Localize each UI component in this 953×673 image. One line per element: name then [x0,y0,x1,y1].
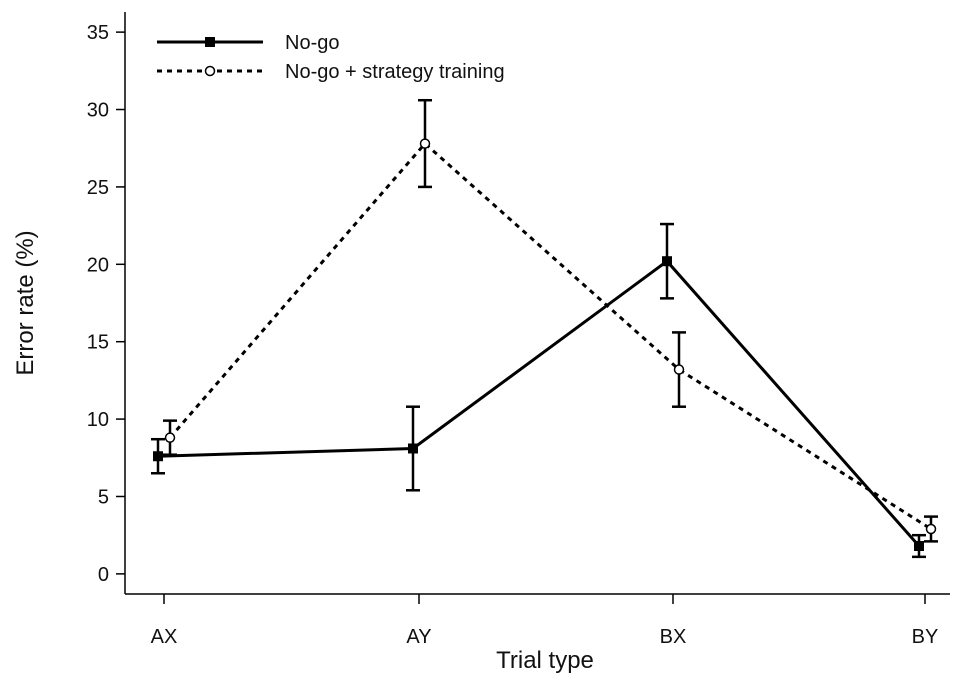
legend-marker-circle [204,65,216,77]
data-point-circle [164,432,176,443]
data-point-circle [419,138,431,149]
legend-label: No-go + strategy training [285,61,505,83]
data-point-circle [925,523,937,535]
data-point-square [153,451,163,462]
data-point-square [914,541,924,552]
data-point-square [408,443,418,454]
legend-item: No-go + strategy training [157,61,505,83]
x-tick-label: AX [151,626,178,648]
y-tick-label: 25 [87,177,109,199]
y-ticks: 0 5 10 15 20 25 30 35 [87,22,125,586]
x-tick-label: BY [912,626,939,648]
y-tick-label: 20 [87,254,109,276]
data-point-square [662,256,672,267]
axes [124,12,950,595]
x-tick-label: AY [406,626,431,648]
y-tick-label: 10 [87,409,109,431]
y-tick-label: 35 [87,22,109,44]
series [151,98,938,559]
series-1 [151,222,926,559]
y-tick-label: 15 [87,332,109,354]
series-2 [163,98,938,543]
legend-marker-square [205,37,215,47]
data-point-circle [673,364,685,375]
y-tick-label: 5 [98,486,109,508]
legend: No-go No-go + strategy training [157,32,505,83]
y-tick-label: 30 [87,100,109,122]
x-axis-title: Trial type [496,647,594,673]
legend-label: No-go [285,32,339,54]
x-tick-label: BX [660,626,687,648]
x-ticks: AX AY BX BY [151,594,939,648]
series-line [168,141,932,531]
series-line [157,259,921,548]
y-tick-label: 0 [98,564,109,586]
y-axis-title: Error rate (%) [12,230,39,375]
legend-item: No-go [157,32,339,54]
